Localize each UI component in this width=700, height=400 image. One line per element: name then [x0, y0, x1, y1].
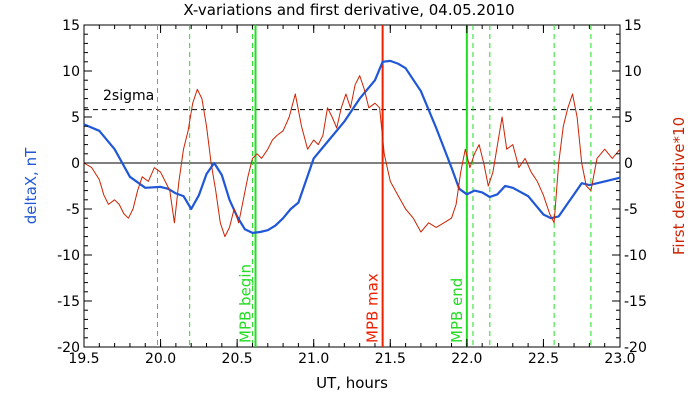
y-right-tick-label: -5: [624, 202, 638, 218]
y-right-tick-label: 10: [624, 64, 642, 80]
y-left-tick-label: -15: [57, 294, 80, 310]
series-group: [83, 59, 621, 238]
x-axis: 19.5 20.0 20.5 21.0 21.5 22.0 22.5 23.0: [68, 25, 636, 367]
x-tick-label: 23.0: [604, 351, 635, 367]
vertical-markers: MPB begin MPB max MPB end: [237, 25, 468, 347]
y-left-tick-label: 5: [71, 110, 80, 126]
y-axis-label-right: First derivative*10: [670, 117, 688, 255]
series-deltaX: [83, 59, 621, 234]
marker-label: MPB end: [448, 278, 466, 343]
y-right-tick-label: 0: [624, 156, 633, 172]
x-tick-label: 21.0: [298, 351, 329, 367]
y-left-tick-label: -20: [57, 340, 80, 356]
chart-title: X-variations and first derivative, 04.05…: [183, 1, 514, 19]
y-right-tick-label: -15: [624, 294, 647, 310]
y-left-tick-label: -10: [57, 248, 80, 264]
y-right-tick-label: -20: [624, 340, 647, 356]
y-left-tick-label: 10: [62, 64, 80, 80]
x-tick-label: 20.0: [145, 351, 176, 367]
y-right-tick-label: 15: [624, 18, 642, 34]
y-left-tick-label: 0: [71, 156, 80, 172]
x-axis-label: UT, hours: [316, 374, 388, 392]
y-axis-right: -20 -15 -10 -5 0 5 10 15: [612, 18, 647, 356]
x-tick-label: 22.0: [451, 351, 482, 367]
y-right-tick-label: -10: [624, 248, 647, 264]
x-tick-label: 21.5: [375, 351, 406, 367]
y-axis-label-left: deltaX, nT: [22, 147, 40, 224]
sigma-label: 2sigma: [103, 88, 154, 104]
y-right-tick-label: 5: [624, 110, 633, 126]
plot-frame: [83, 24, 621, 348]
x-tick-label: 20.5: [222, 351, 253, 367]
marker-label: MPB begin: [237, 264, 255, 343]
y-axis-left: -20 -15 -10 -5 0 5 10 15: [57, 18, 92, 356]
y-left-tick-label: 15: [62, 18, 80, 34]
x-tick-label: 22.5: [528, 351, 559, 367]
y-left-tick-label: -5: [66, 202, 80, 218]
marker-label: MPB max: [364, 273, 382, 343]
x-tick-label: 19.5: [68, 351, 99, 367]
series-derivative: [83, 75, 621, 238]
